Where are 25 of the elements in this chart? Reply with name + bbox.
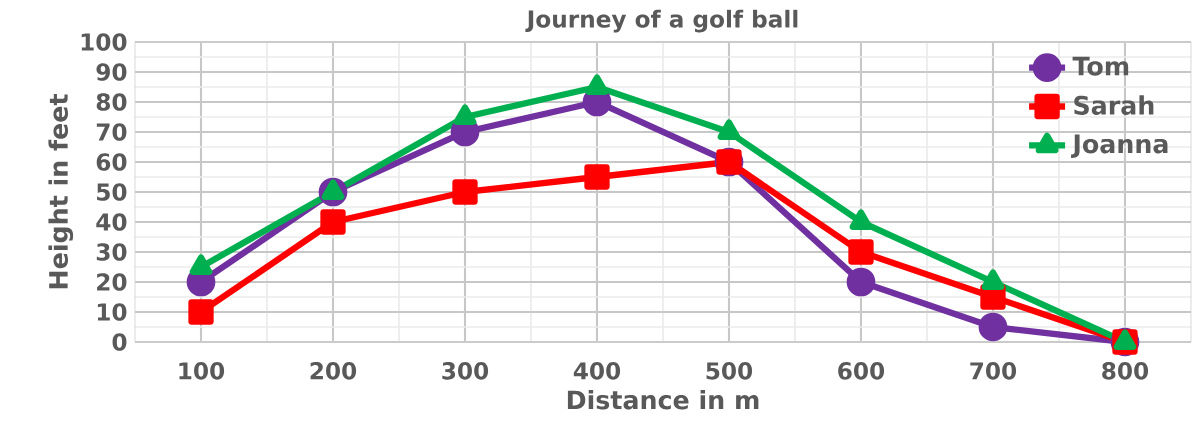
x-tick-label: 100 (179, 362, 225, 380)
y-tick-label: 90 (96, 63, 127, 81)
y-tick-label: 100 (81, 33, 127, 51)
x-tick-label: 600 (838, 362, 885, 380)
x-tick-label: 800 (1102, 362, 1149, 380)
x-tick-label: 400 (573, 362, 621, 380)
y-tick-label: 70 (96, 123, 127, 141)
legend-label: Sarah (1074, 95, 1154, 115)
x-tick-label: 700 (970, 362, 1017, 380)
y-tick-label: 30 (96, 243, 127, 261)
chart-title: Journey of a golf ball (525, 9, 798, 33)
y-axis-title: Height in feet (48, 94, 74, 289)
legend-label: Tom (1072, 56, 1129, 76)
y-tick-label: 40 (96, 213, 127, 231)
x-tick-label: 500 (706, 362, 753, 380)
y-tick-label: 60 (96, 153, 127, 171)
x-tick-label: 200 (310, 362, 357, 380)
y-tick-label: 0 (112, 333, 127, 351)
y-tick-label: 50 (97, 183, 127, 201)
y-tick-label: 80 (96, 93, 127, 111)
x-tick-label: 300 (442, 362, 489, 380)
y-tick-label: 10 (97, 303, 127, 321)
legend-label: Joanna (1071, 134, 1168, 159)
y-tick-label: 20 (97, 273, 127, 291)
x-axis-title: Distance in m (567, 389, 759, 410)
